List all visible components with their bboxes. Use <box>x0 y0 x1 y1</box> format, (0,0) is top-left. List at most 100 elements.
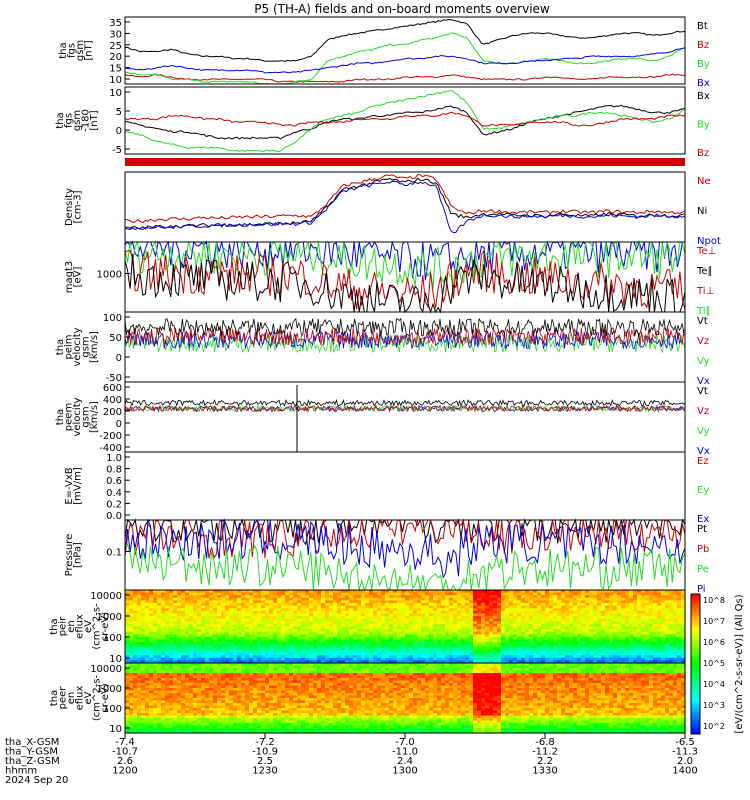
heatmap-cell <box>173 629 178 633</box>
heatmap-cell <box>317 629 322 633</box>
heatmap-cell <box>373 644 378 648</box>
heatmap-cell <box>293 642 298 646</box>
heatmap-cell <box>225 657 230 661</box>
heatmap-cell <box>201 636 206 641</box>
heatmap-cell <box>517 673 522 677</box>
heatmap-cell <box>305 670 310 674</box>
heatmap-cell <box>513 644 518 648</box>
heatmap-cell <box>561 590 566 594</box>
heatmap-cell <box>401 668 406 672</box>
heatmap-cell <box>269 668 274 672</box>
heatmap-cell <box>557 631 562 635</box>
heatmap-cell <box>357 597 362 601</box>
heatmap-cell <box>429 613 434 617</box>
heatmap-cell <box>485 673 490 677</box>
heatmap-cell <box>353 650 358 654</box>
heatmap-cell <box>521 670 526 674</box>
heatmap-cell <box>149 670 154 674</box>
heatmap-cell <box>533 639 538 643</box>
heatmap-cell <box>221 668 226 672</box>
heatmap-cell <box>577 603 582 607</box>
heatmap-cell <box>265 678 270 682</box>
heatmap-cell <box>245 597 250 601</box>
heatmap-cell <box>181 642 186 646</box>
heatmap-cell <box>609 665 614 669</box>
heatmap-cell <box>365 618 370 622</box>
heatmap-cell <box>373 639 378 643</box>
heatmap-cell <box>233 670 238 674</box>
heatmap-cell <box>165 610 170 615</box>
heatmap-cell <box>217 618 222 622</box>
heatmap-cell <box>241 655 246 659</box>
heatmap-cell <box>413 670 418 674</box>
heatmap-cell <box>645 634 650 638</box>
heatmap-cell <box>169 660 174 664</box>
heatmap-cell <box>561 623 566 628</box>
heatmap-cell <box>301 678 306 682</box>
heatmap-cell <box>341 590 346 594</box>
heatmap-cell <box>397 644 402 648</box>
heatmap-cell <box>481 655 486 659</box>
heatmap-cell <box>289 665 294 669</box>
heatmap-cell <box>141 668 146 672</box>
heatmap-cell <box>257 642 262 646</box>
heatmap-cell <box>297 678 302 682</box>
heatmap-cell <box>337 655 342 659</box>
heatmap-cell <box>557 668 562 672</box>
heatmap-cell <box>293 636 298 641</box>
heatmap-cell <box>449 592 454 596</box>
heatmap-cell <box>273 608 278 612</box>
heatmap-cell <box>377 608 382 612</box>
heatmap-cell <box>321 621 326 625</box>
heatmap-cell <box>341 675 346 679</box>
heatmap-cell <box>193 647 198 651</box>
heatmap-cell <box>549 610 554 615</box>
heatmap-cell <box>285 621 290 625</box>
heatmap-cell <box>273 675 278 679</box>
heatmap-cell <box>505 634 510 638</box>
heatmap-cell <box>601 655 606 659</box>
heatmap-cell <box>385 634 390 638</box>
heatmap-cell <box>673 608 678 612</box>
ytick-label: 15 <box>109 64 122 75</box>
heatmap-cell <box>245 665 250 669</box>
heatmap-cell <box>441 663 446 667</box>
heatmap-cell <box>421 639 426 643</box>
heatmap-cell <box>333 655 338 659</box>
heatmap-cell <box>433 634 438 638</box>
heatmap-cell <box>257 595 262 599</box>
heatmap-cell <box>625 608 630 612</box>
series-line <box>124 240 686 289</box>
heatmap-cell <box>345 595 350 599</box>
heatmap-cell <box>433 665 438 669</box>
heatmap-cell <box>457 634 462 638</box>
heatmap-cell <box>221 663 226 667</box>
heatmap-cell <box>493 629 498 633</box>
heatmap-cell <box>629 629 634 633</box>
heatmap-cell <box>181 673 186 677</box>
heatmap-cell <box>585 657 590 661</box>
heatmap-cell <box>621 652 626 656</box>
heatmap-cell <box>433 668 438 672</box>
heatmap-cell <box>397 597 402 601</box>
heatmap-cell <box>357 668 362 672</box>
heatmap-cell <box>661 650 666 654</box>
heatmap-cell <box>229 663 234 667</box>
heatmap-cell <box>241 629 246 633</box>
heatmap-cell <box>437 631 442 635</box>
heatmap-cell <box>613 629 618 633</box>
heatmap-cell <box>401 597 406 601</box>
heatmap-cell <box>317 616 322 620</box>
heatmap-cell <box>169 663 174 667</box>
heatmap-cell <box>149 610 154 615</box>
heatmap-cell <box>521 631 526 635</box>
heatmap-cell <box>329 603 334 607</box>
heatmap-cell <box>493 636 498 641</box>
heatmap-cell <box>673 595 678 599</box>
heatmap-cell <box>217 636 222 641</box>
heatmap-cell <box>633 610 638 615</box>
heatmap-cell <box>593 665 598 669</box>
heatmap-cell <box>201 597 206 601</box>
heatmap-cell <box>309 660 314 664</box>
heatmap-cell <box>633 652 638 656</box>
